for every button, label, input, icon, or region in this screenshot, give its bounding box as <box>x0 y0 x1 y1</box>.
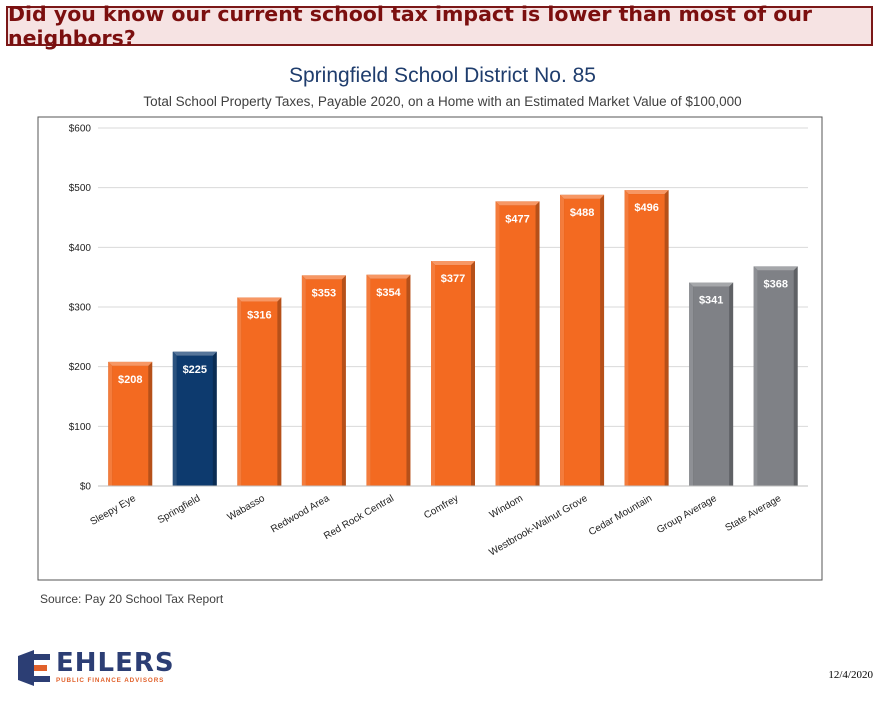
y-tick-label: $600 <box>69 124 92 135</box>
bar-bevel-left <box>172 351 177 486</box>
bar-value-label: $353 <box>312 287 336 299</box>
bar-bevel-top <box>301 275 346 280</box>
bar-face <box>112 365 149 486</box>
logo-tagline: PUBLIC FINANCE ADVISORS <box>56 677 165 684</box>
bar-value-label: $316 <box>247 309 271 321</box>
bar-bevel-left <box>431 261 435 486</box>
bar-bevel-left <box>108 361 113 486</box>
headline-text: Did you know our current school tax impa… <box>8 2 813 50</box>
chart-title: Springfield School District No. 85 <box>289 64 596 87</box>
bar-face <box>176 355 213 486</box>
ehlers-logo-icon <box>18 650 50 686</box>
bars: $208 $225 $316 $353 $354 $377 $477 $488 $496 $341… <box>98 190 808 487</box>
bar-bevel-top <box>237 297 282 302</box>
bar-chart: $0$100$200$300$400$500$600 $208$225$316$… <box>37 116 823 581</box>
bar-value-label: $225 <box>183 364 207 376</box>
bar-face <box>370 278 407 486</box>
bar-bevel-left <box>366 274 371 486</box>
bar-wabasso: $316 <box>237 297 282 486</box>
y-tick-label: $500 <box>69 183 92 194</box>
bar-bevel-left <box>560 194 565 486</box>
bar-sleepy-eye: $208 <box>108 361 153 486</box>
bar-bevel-left <box>495 201 500 486</box>
bar-value-label: $496 <box>634 202 658 214</box>
date-stamp: 12/4/2020 <box>828 669 873 681</box>
chart-subtitle: Total School Property Taxes, Payable 202… <box>143 94 742 109</box>
bar-bevel-top <box>172 351 217 356</box>
y-tick-label: $200 <box>69 362 92 373</box>
bar-face <box>435 265 471 486</box>
y-tick-label: $400 <box>69 243 92 254</box>
y-axis-ticks: $0 $100 $200 $300 $400 $500 $600 <box>69 124 92 493</box>
bar-bevel-left <box>237 297 242 486</box>
bar-value-label: $377 <box>441 273 465 285</box>
bar-value-label: $477 <box>505 213 529 225</box>
bar-face <box>305 279 342 486</box>
bar-face <box>628 194 665 486</box>
bar-red-rock-central: $354 <box>366 274 411 486</box>
bar-bevel-top <box>753 266 798 271</box>
bar-bevel-top <box>689 282 734 287</box>
bar-westbrook-walnut-grove: $488 <box>560 194 605 486</box>
bar-state-average: $368 <box>753 266 798 486</box>
bar-bevel-left <box>301 275 306 486</box>
y-tick-label: $0 <box>80 482 92 493</box>
bar-bevel-left <box>689 282 694 486</box>
bar-value-label: $354 <box>376 287 401 299</box>
bar-windom: $477 <box>495 201 540 486</box>
bar-face <box>693 286 730 486</box>
source-note: Source: Pay 20 School Tax Report <box>40 592 224 606</box>
bar-bevel-top <box>108 361 153 366</box>
bar-value-label: $488 <box>570 207 594 219</box>
bar-group-average: $341 <box>689 282 734 486</box>
bar-value-label: $368 <box>763 278 787 290</box>
bar-cedar-mountain: $496 <box>624 190 669 486</box>
logo-wordmark: EHLERS <box>56 648 175 678</box>
bar-bevel-top <box>560 194 605 199</box>
bar-redwood-area: $353 <box>301 275 346 486</box>
bar-face <box>499 205 536 486</box>
y-tick-label: $100 <box>69 422 92 433</box>
headline-banner: Did you know our current school tax impa… <box>6 2 873 50</box>
ehlers-logo: EHLERS PUBLIC FINANCE ADVISORS <box>16 648 186 690</box>
bar-face <box>564 198 601 486</box>
bar-comfrey: $377 <box>431 261 475 486</box>
bar-face <box>757 270 794 486</box>
bar-bevel-top <box>495 201 540 206</box>
bar-value-label: $341 <box>699 295 723 307</box>
bar-bevel-top <box>366 274 411 279</box>
bar-bevel-top <box>431 261 475 266</box>
bar-bevel-left <box>624 190 629 486</box>
bar-value-label: $208 <box>118 374 142 386</box>
y-tick-label: $300 <box>69 303 92 314</box>
bar-bevel-top <box>624 190 669 195</box>
bar-face <box>241 301 278 486</box>
bar-bevel-left <box>753 266 758 486</box>
bar-springfield: $225 <box>172 351 217 486</box>
